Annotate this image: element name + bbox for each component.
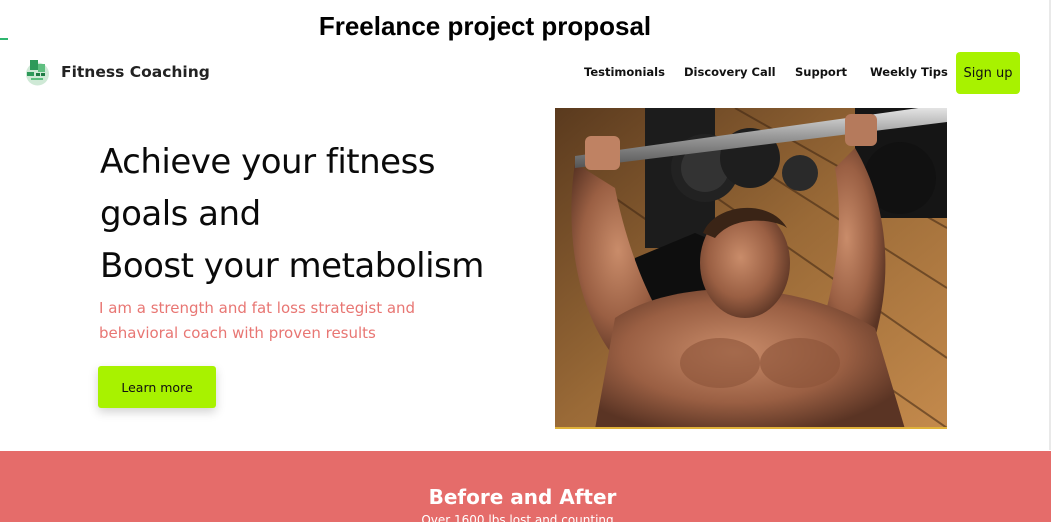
learn-more-button[interactable]: Learn more: [98, 366, 216, 408]
page-edge: [1049, 0, 1051, 450]
brand-name: Fitness Coaching: [61, 63, 210, 81]
brand[interactable]: Fitness Coaching: [24, 58, 210, 86]
nav-discovery-call[interactable]: Discovery Call: [684, 65, 776, 79]
fitness-logo-icon: [24, 58, 51, 86]
section-subtitle: Over 1600 lbs lost and counting: [421, 513, 614, 522]
section-title: Before and After: [428, 485, 617, 509]
nav-support[interactable]: Support: [795, 65, 848, 79]
corner-accent-line: [0, 38, 8, 40]
hero-subtitle: I am a strength and fat loss strategist …: [99, 299, 416, 342]
hero-title: Achieve your fitness goals and Boost you…: [100, 136, 484, 292]
document-title: Freelance project proposal: [318, 11, 652, 41]
before-after-section: [0, 451, 1051, 522]
sign-up-button[interactable]: Sign up: [956, 52, 1020, 94]
nav-weekly-tips[interactable]: Weekly Tips: [870, 65, 948, 79]
nav-testimonials[interactable]: Testimonials: [584, 65, 665, 79]
man-bench-pressing-barbell-photo: [555, 108, 947, 429]
hero-title-line-2: goals and: [100, 194, 261, 234]
hero-title-line-1: Achieve your fitness: [100, 142, 436, 182]
hero-title-line-3: Boost your metabolism: [100, 246, 484, 286]
